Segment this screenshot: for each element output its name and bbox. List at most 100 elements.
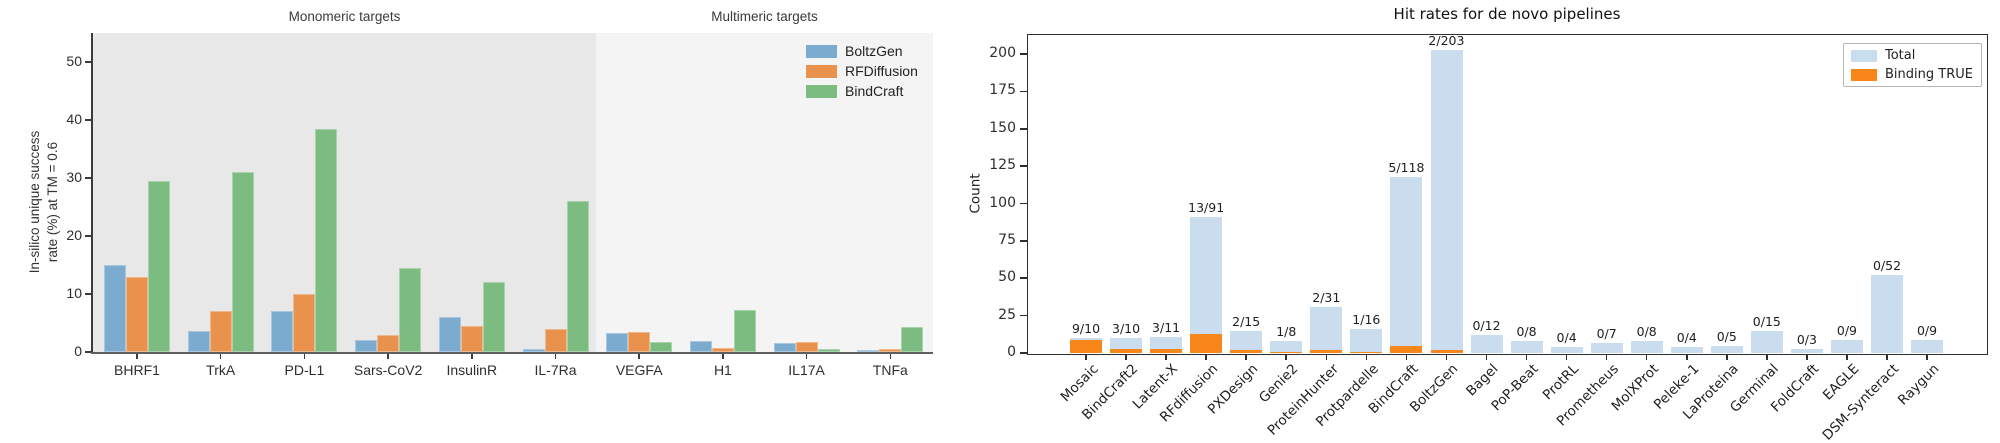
right-x-tick-mark <box>1605 354 1608 360</box>
bar-total-raygun <box>1911 339 1943 353</box>
bar-binding-true-protpardelle <box>1350 351 1383 353</box>
bar-label-bindcraft: 5/118 <box>1388 159 1425 175</box>
right-y-tick-label: 75 <box>998 231 1016 248</box>
left-x-tick-label-insulinr: InsulinR <box>446 362 498 378</box>
bar-total-protpardelle <box>1350 329 1383 353</box>
bar-total-genie2 <box>1270 341 1303 353</box>
right-x-tick-mark <box>1806 354 1808 360</box>
bar-total-rfdiffusion <box>1190 217 1223 353</box>
right-x-tick-mark <box>1565 354 1568 360</box>
bar-bindcraft-h1 <box>733 310 756 352</box>
bar-label-proteinhunter: 2/31 <box>1312 289 1341 305</box>
left-y-tick-label: 40 <box>66 111 82 127</box>
right-y-tick-label: 100 <box>989 194 1016 211</box>
bar-total-proteinhunter <box>1310 306 1343 353</box>
bar-binding-true-proteinhunter <box>1310 350 1343 353</box>
bar-boltzgen-h1 <box>689 341 712 352</box>
left-y-axis-label-line2: rate (%) at TM = 0.6 <box>44 141 60 263</box>
right-x-tick-mark <box>1926 354 1928 360</box>
legend-label-rfdiffusion: RFDiffusion <box>845 63 918 79</box>
section-title-multimeric: Multimeric targets <box>711 9 818 24</box>
right-legend-swatch-total <box>1851 50 1877 62</box>
bar-total-eagle <box>1830 339 1863 353</box>
right-x-tick-mark <box>1405 354 1408 360</box>
bar-rfdiffusion-sars-cov2 <box>377 334 400 352</box>
right-x-tick-mark <box>1365 354 1368 360</box>
bar-boltzgen-trka <box>187 330 210 352</box>
legend-swatch-boltzgen <box>806 45 837 58</box>
left-x-tick-mark <box>722 354 724 360</box>
bar-boltzgen-tnfa <box>857 349 880 352</box>
right-y-tick-label: 175 <box>989 82 1016 99</box>
bar-boltzgen-vegfa <box>606 332 629 352</box>
bar-label-raygun: 0/9 <box>1916 322 1938 338</box>
bar-binding-true-boltzgen <box>1430 350 1463 353</box>
bar-label-rfdiffusion: 13/91 <box>1188 200 1225 215</box>
right-y-tick-mark <box>1020 165 1027 167</box>
legend-label-boltzgen: BoltzGen <box>845 43 903 59</box>
right-y-tick-label: 50 <box>998 269 1016 286</box>
bar-rfdiffusion-il-7ra <box>544 328 567 352</box>
bar-bindcraft-tnfa <box>901 327 924 352</box>
right-legend-swatch-binding-true <box>1851 69 1877 81</box>
bar-boltzgen-bhrf1 <box>104 265 126 352</box>
right-legend-label-total: Total <box>1885 48 1916 63</box>
left-x-tick-mark <box>471 354 473 360</box>
right-x-tick-mark <box>1525 354 1528 360</box>
left-y-tick-label: 20 <box>66 227 82 243</box>
left-x-tick-label-pd-l1: PD-L1 <box>284 362 325 378</box>
left-x-tick-label-tnfa: TNFa <box>872 362 908 378</box>
right-y-tick-label: 150 <box>989 119 1016 136</box>
bar-total-germinal <box>1750 330 1783 353</box>
bar-label-prometheus: 0/7 <box>1596 325 1617 341</box>
right-x-tick-mark <box>1285 354 1288 360</box>
bar-bindcraft-sars-cov2 <box>399 267 422 352</box>
left-x-tick-mark <box>554 354 557 360</box>
bar-label-eagle: 0/9 <box>1836 322 1857 338</box>
bar-total-protrl <box>1550 347 1583 353</box>
left-y-axis-label-line1: In-silico unique success <box>27 130 42 274</box>
bar-bindcraft-vegfa <box>650 341 673 352</box>
bar-binding-true-bindcraft <box>1390 345 1423 353</box>
right-x-tick-mark <box>1245 354 1247 360</box>
bar-total-bindcraft <box>1390 176 1423 353</box>
bar-bindcraft-il17a <box>817 349 840 352</box>
left-x-tick-label-trka: TrkA <box>206 362 236 378</box>
left-x-tick-mark <box>638 354 640 360</box>
bar-total-pxdesign <box>1230 330 1263 353</box>
right-y-tick-mark <box>1020 53 1027 55</box>
bar-binding-true-mosaic <box>1070 339 1102 353</box>
right-x-tick-mark <box>1726 354 1728 360</box>
bar-label-foldcraft: 0/3 <box>1796 331 1817 347</box>
left-y-tick-mark <box>85 235 91 237</box>
bar-boltzgen-sars-cov2 <box>355 340 378 352</box>
right-x-tick-mark <box>1445 354 1448 360</box>
left-x-tick-mark <box>219 354 222 360</box>
bar-total-pop-beat <box>1510 341 1543 353</box>
bar-label-pop-beat: 0/8 <box>1516 324 1537 339</box>
left-y-tick-label: 0 <box>74 343 82 359</box>
right-y-tick-label: 25 <box>998 306 1016 323</box>
right-y-tick-mark <box>1020 314 1027 317</box>
bar-label-protrl: 0/4 <box>1556 330 1577 345</box>
left-y-tick-label: 50 <box>66 53 82 69</box>
bar-bindcraft-bhrf1 <box>148 180 170 352</box>
bar-label-genie2: 1/8 <box>1276 324 1297 339</box>
bar-rfdiffusion-insulinr <box>460 325 483 352</box>
bar-bindcraft-insulinr <box>482 282 505 352</box>
bar-bindcraft-pd-l1 <box>315 128 338 352</box>
bar-total-laproteina <box>1710 345 1743 353</box>
right-y-tick-mark <box>1020 202 1027 205</box>
right-x-tick-mark <box>1165 354 1167 360</box>
bar-binding-true-pxdesign <box>1230 350 1263 353</box>
left-y-tick-mark <box>85 293 91 295</box>
bar-total-bagel <box>1470 335 1503 353</box>
right-y-tick-mark <box>1020 277 1027 280</box>
right-chart-title: Hit rates for de novo pipelines <box>1393 5 1621 23</box>
left-y-tick-label: 30 <box>66 169 82 185</box>
bar-rfdiffusion-h1 <box>711 347 734 352</box>
bar-total-boltzgen <box>1430 49 1463 353</box>
bar-binding-true-latent-x <box>1150 348 1183 353</box>
left-y-axis-label: In-silico unique success rate (%) at TM … <box>26 102 62 302</box>
bar-total-foldcraft <box>1790 348 1823 353</box>
